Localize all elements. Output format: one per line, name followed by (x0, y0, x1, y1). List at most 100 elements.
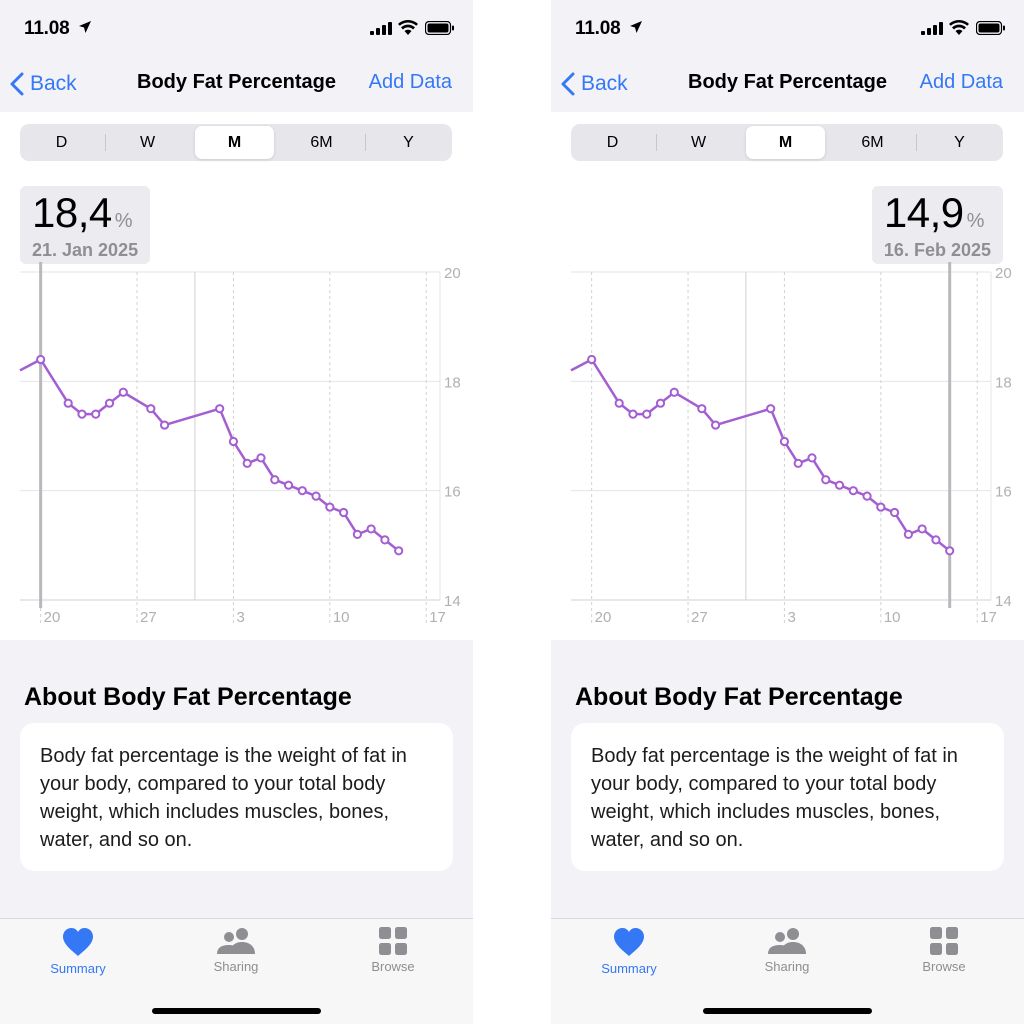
segment-year[interactable]: Y (954, 133, 965, 151)
people-icon (217, 928, 255, 954)
y-tick-label: 20 (444, 265, 461, 282)
chart-panel: D W M 6M Y 18,4 % 21. Jan 2025 20 27 3 10 17… (0, 112, 473, 640)
heart-icon (614, 928, 644, 956)
tab-sharing-label: Sharing (213, 959, 259, 974)
data-point (242, 458, 252, 468)
segment-week[interactable]: W (139, 133, 156, 151)
segment-day[interactable]: D (606, 133, 619, 151)
tab-browse[interactable]: Browse (884, 927, 1004, 987)
chevron-left-icon (10, 72, 24, 96)
data-point (63, 398, 73, 408)
selected-unit: % (114, 210, 133, 232)
battery-icon (425, 21, 454, 35)
data-point (215, 404, 225, 414)
y-tick-label: 14 (995, 593, 1012, 610)
grid-icon (930, 927, 958, 955)
selected-date: 16. Feb 2025 (883, 240, 991, 260)
data-point (311, 491, 321, 501)
add-data-button[interactable]: Add Data (368, 71, 452, 93)
status-time: 11.08 (575, 18, 621, 39)
tab-sharing[interactable]: Sharing (727, 927, 847, 987)
tab-summary-label: Summary (50, 961, 106, 976)
data-point (807, 453, 817, 463)
cellular-signal-icon (921, 22, 943, 35)
data-point (766, 404, 776, 414)
series-line (19, 358, 400, 552)
data-point (587, 354, 597, 365)
body-fat-chart[interactable]: 20 27 3 10 17 20 18 16 14 (551, 248, 1024, 632)
data-point (297, 486, 307, 496)
segment-day[interactable]: D (55, 133, 68, 151)
data-point (394, 546, 404, 556)
tab-sharing-label: Sharing (764, 959, 810, 974)
phone-screen-2: 11.08 Back Body Fat Percentage Add Data … (551, 0, 1024, 1024)
selected-value-readout: 14,9 % 16. Feb 2025 (871, 186, 1003, 264)
back-button[interactable]: Back (10, 69, 77, 99)
data-point (366, 524, 376, 534)
x-tick-label: 20 (595, 609, 612, 626)
add-data-button[interactable]: Add Data (919, 71, 1003, 93)
data-point (380, 535, 390, 545)
data-point (917, 524, 927, 534)
data-point (876, 502, 886, 512)
data-point (903, 529, 913, 539)
home-indicator[interactable] (703, 1008, 872, 1014)
selected-value-readout: 18,4 % 21. Jan 2025 (20, 186, 151, 264)
segment-divider (656, 134, 657, 151)
data-point (642, 409, 652, 419)
body-fat-chart[interactable]: 20 27 3 10 17 20 18 16 14 (0, 248, 473, 632)
data-point (352, 529, 362, 539)
segment-month[interactable]: M (195, 126, 274, 159)
heart-icon (63, 928, 93, 956)
location-arrow-icon (79, 21, 91, 33)
segment-week[interactable]: W (690, 133, 707, 151)
segment-year[interactable]: Y (403, 133, 414, 151)
data-point (779, 436, 790, 447)
tab-sharing[interactable]: Sharing (176, 927, 296, 987)
x-tick-label: 3 (787, 609, 795, 626)
tab-summary[interactable]: Summary (18, 927, 138, 987)
home-indicator[interactable] (152, 1008, 321, 1014)
back-button[interactable]: Back (561, 69, 628, 99)
y-tick-label: 14 (444, 593, 461, 610)
segment-divider (916, 134, 917, 151)
segment-6-months[interactable]: 6M (861, 133, 884, 151)
selected-unit: % (966, 210, 985, 232)
segment-divider (105, 134, 106, 151)
tab-browse[interactable]: Browse (333, 927, 453, 987)
segment-month[interactable]: M (746, 126, 825, 159)
selected-value: 14,9 (883, 189, 964, 236)
time-range-control: D W M 6M Y (571, 124, 1003, 161)
data-point (36, 354, 46, 365)
navigation-bar: Back Body Fat Percentage Add Data (551, 56, 1024, 112)
tab-bar: Summary Sharing Browse (551, 918, 1024, 1024)
about-card: Body fat percentage is the weight of fat… (571, 723, 1004, 871)
data-point (228, 436, 239, 447)
y-tick-label: 18 (995, 374, 1012, 391)
data-point (146, 404, 156, 414)
selected-date: 21. Jan 2025 (32, 240, 139, 260)
x-tick-label: 17 (980, 609, 997, 626)
data-point (697, 404, 707, 414)
x-tick-label: 27 (691, 609, 708, 626)
data-point (159, 420, 170, 430)
tab-summary[interactable]: Summary (569, 927, 689, 987)
page-title: Body Fat Percentage (688, 71, 887, 93)
x-tick-label: 27 (140, 609, 157, 626)
about-text: Body fat percentage is the weight of fat… (40, 745, 407, 851)
data-point (270, 475, 280, 485)
grid-icon (379, 927, 407, 955)
status-bar: 11.08 (0, 0, 473, 56)
data-point (710, 420, 721, 430)
data-point (283, 480, 294, 490)
data-point (945, 546, 955, 556)
data-point (256, 453, 266, 463)
segment-divider (365, 134, 366, 151)
people-icon (768, 928, 806, 954)
x-tick-label: 17 (429, 609, 446, 626)
chart-panel: D W M 6M Y 14,9 % 16. Feb 2025 20 27 3 10 17… (551, 112, 1024, 640)
time-range-control: D W M 6M Y (20, 124, 452, 161)
phone-screen-1: 11.08 Back Body Fat Percentage Add Data … (0, 0, 473, 1024)
segment-6-months[interactable]: 6M (310, 133, 333, 151)
cellular-signal-icon (370, 22, 392, 35)
